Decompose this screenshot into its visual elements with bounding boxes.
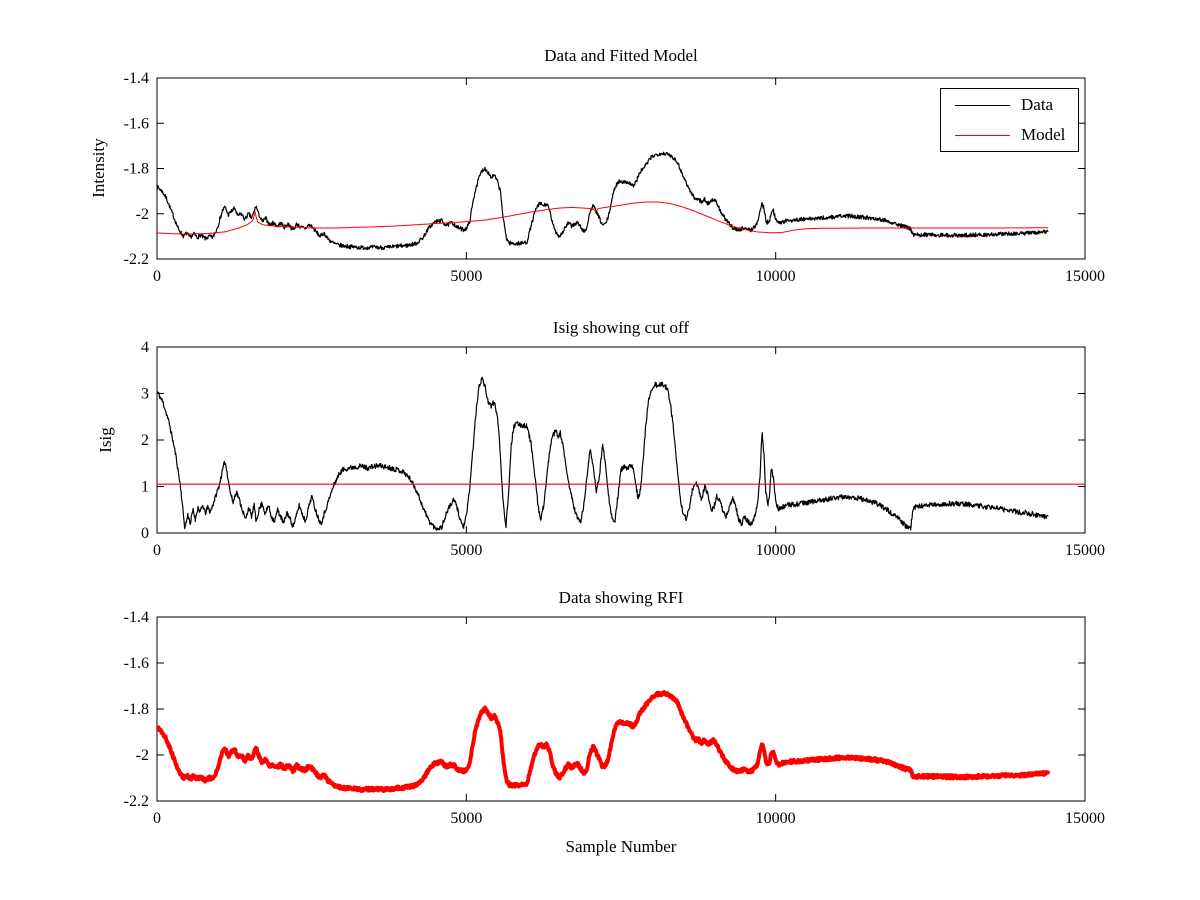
subplot2-title: Isig showing cut off	[552, 318, 690, 337]
y-tick-label: -1.4	[124, 70, 149, 87]
x-tick-label: 5000	[450, 542, 482, 559]
legend-entry-data: Data	[941, 91, 1078, 119]
x-tick-label: 0	[153, 542, 161, 559]
x-tick-label: 10000	[756, 542, 796, 559]
rfi-series-line	[157, 690, 1050, 793]
x-tick-label: 10000	[756, 268, 796, 285]
x-tick-label: 15000	[1065, 810, 1105, 827]
y-tick-label: -2.2	[124, 251, 149, 268]
subplot1: 0 5000 10000 15000 -1.4 -1.6 -1.8 -2 -2.2	[124, 70, 1105, 285]
legend-data-label: Data	[1021, 95, 1054, 114]
y-tick-label: -1.6	[124, 115, 149, 132]
y-tick-label: -2	[136, 747, 149, 764]
plot-area	[157, 151, 1049, 251]
x-axis-label: Sample Number	[565, 837, 677, 856]
x-tick-label: 10000	[756, 810, 796, 827]
subplot3-title: Data showing RFI	[558, 588, 684, 607]
y-tick-label: -2	[136, 206, 149, 223]
y-tick-label: 2	[141, 432, 149, 449]
subplot1-title: Data and Fitted Model	[544, 46, 698, 65]
y-tick-label: -1.8	[124, 161, 149, 178]
model-series-line	[157, 201, 1049, 235]
isig-series-line	[157, 376, 1049, 531]
x-tick-label: 15000	[1065, 268, 1105, 285]
x-tick-label: 0	[153, 268, 161, 285]
y-tick-label: 4	[141, 339, 149, 356]
plot-area	[157, 376, 1085, 531]
legend-model-label: Model	[1021, 125, 1066, 144]
y-tick-label: 3	[141, 386, 149, 403]
subplot3: 0 5000 10000 15000 -1.4 -1.6 -1.8 -2 -2.2	[124, 609, 1105, 827]
subplot1-ylabel: Intensity	[89, 138, 108, 198]
subplot2-ylabel: Isig	[96, 427, 115, 453]
x-tick-label: 0	[153, 810, 161, 827]
data-series-line	[157, 151, 1049, 251]
x-tick-label: 5000	[450, 268, 482, 285]
legend-data-line-swatch	[955, 104, 1010, 106]
legend-entry-model: Model	[941, 121, 1078, 149]
legend-box: Data Model	[940, 88, 1079, 152]
x-tick-label: 5000	[450, 810, 482, 827]
y-tick-label: -1.8	[124, 701, 149, 718]
y-tick-label: -1.6	[124, 655, 149, 672]
y-tick-label: 0	[141, 525, 149, 542]
plot-area	[157, 690, 1050, 793]
x-tick-label: 15000	[1065, 542, 1105, 559]
y-tick-label: 1	[141, 479, 149, 496]
y-tick-label: -2.2	[124, 793, 149, 810]
y-tick-label: -1.4	[124, 609, 149, 626]
legend-model-line-swatch	[955, 134, 1010, 136]
subplot2: 0 5000 10000 15000 0 1 2 3 4	[141, 339, 1105, 559]
